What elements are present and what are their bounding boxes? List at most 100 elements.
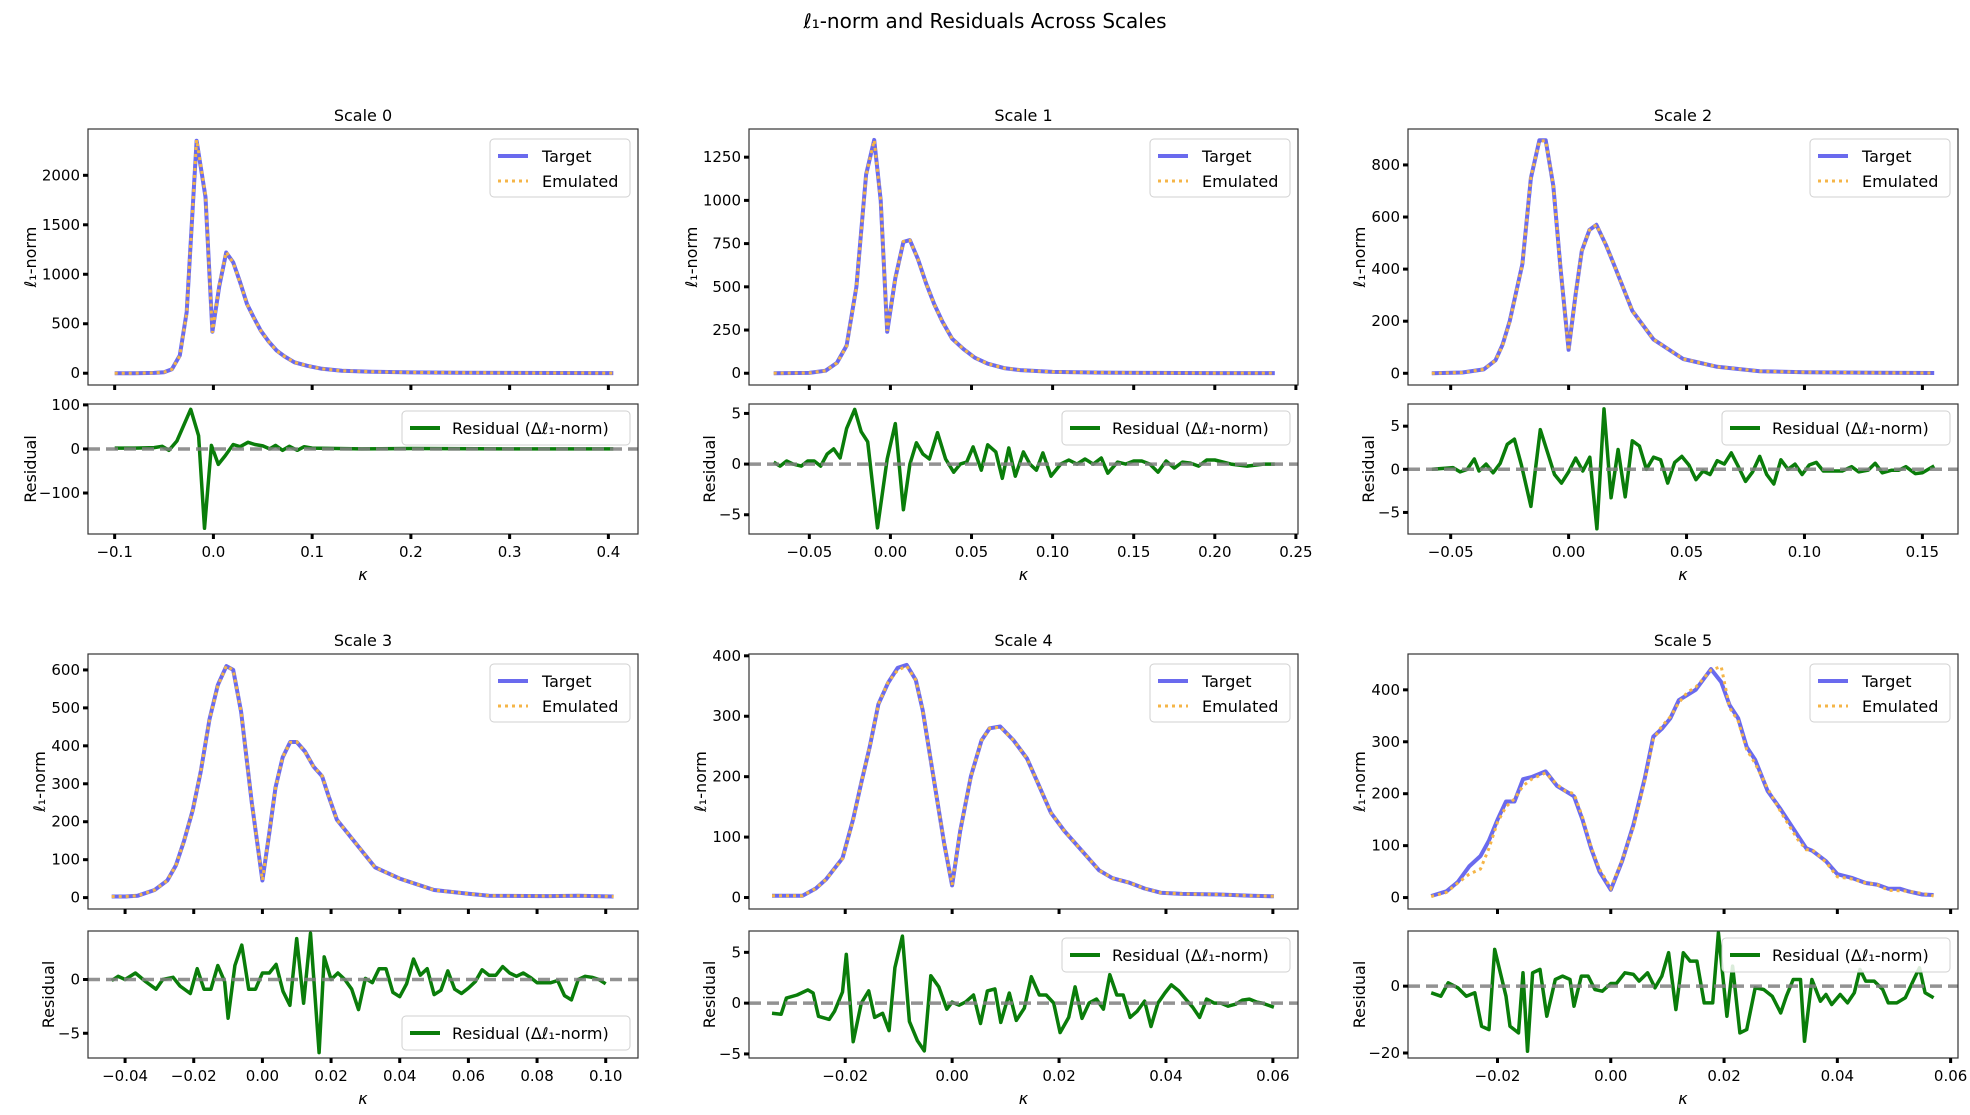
emulated-line — [114, 139, 614, 375]
legend-residual-label: Residual (Δℓ₁-norm) — [1112, 419, 1269, 438]
x-tick-label: 0.00 — [935, 1067, 968, 1085]
main-legend: Target Emulated — [489, 138, 631, 198]
x-tick-label: 0.3 — [498, 543, 522, 561]
legend-target-label: Target — [541, 147, 592, 166]
subplot-scale-0: Scale 0−0.1 0.0 0.1 0.2 0.3 0.405001000150020… — [21, 106, 639, 584]
y-tick-label: 0 — [1390, 889, 1400, 907]
y-tick-label: 0 — [70, 889, 80, 907]
residual-legend: Residual (Δℓ₁-norm) — [1721, 410, 1951, 446]
residual-y-tick-label: 5 — [731, 943, 741, 961]
x-tick-label: 0.00 — [1552, 543, 1585, 561]
main-legend: Target Emulated — [489, 663, 631, 723]
x-tick-label: 0.04 — [383, 1067, 416, 1085]
subplot-title: Scale 4 — [994, 631, 1052, 650]
residual-axes-frame — [87, 930, 639, 1059]
x-tick-label: 0.00 — [246, 1067, 279, 1085]
residual-axes-frame — [1407, 930, 1959, 1059]
legend-emulated-label: Emulated — [1202, 697, 1278, 716]
residual-y-tick-label: −5 — [58, 1024, 80, 1042]
x-tick-label: 0.04 — [1821, 1067, 1854, 1085]
x-tick-label: −0.05 — [1428, 543, 1474, 561]
y-tick-label: 100 — [712, 828, 741, 846]
residual-line — [1430, 930, 1935, 1054]
x-tick-label: 0.25 — [1279, 543, 1312, 561]
x-tick-label: 0.10 — [589, 1067, 622, 1085]
x-tick-label: 0.15 — [1117, 543, 1150, 561]
subplot-scale-2: Scale 2 −0.05 0.00 0.05 0.10 0.15 0 200 400 600 80… — [1350, 106, 1959, 584]
residual-y-tick-label: −5 — [719, 506, 741, 524]
main-legend: Target Emulated — [1809, 138, 1951, 198]
y-tick-label: 0 — [731, 364, 741, 382]
residual-legend: Residual (Δℓ₁-norm) — [1061, 937, 1291, 973]
legend-box — [1149, 663, 1291, 723]
x-tick-label: 0.06 — [1934, 1067, 1967, 1085]
legend-box — [401, 410, 631, 446]
legend-emulated-label: Emulated — [1862, 172, 1938, 191]
residual-y-tick-label: 0 — [70, 440, 80, 458]
x-tick-label: 0.06 — [452, 1067, 485, 1085]
y-tick-label: 200 — [1371, 785, 1400, 803]
main-axes-frame — [87, 128, 639, 386]
emulated-line — [111, 663, 614, 898]
legend-residual-label: Residual (Δℓ₁-norm) — [1772, 946, 1929, 965]
y-tick-label: 400 — [1371, 260, 1400, 278]
legend-emulated-label: Emulated — [542, 697, 618, 716]
y-tick-label: 300 — [1371, 733, 1400, 751]
x-tick-label: −0.1 — [96, 543, 132, 561]
x-tick-label: 0.08 — [520, 1067, 553, 1085]
legend-target-label: Target — [1201, 147, 1252, 166]
y-tick-label: 2000 — [42, 166, 80, 184]
y-tick-label: 200 — [1371, 312, 1400, 330]
residual-y-axis-label: Residual — [700, 961, 719, 1029]
residual-y-axis-label: Residual — [700, 435, 719, 503]
subplot-scale-1: Scale 1 −0.05 0.00 0.05 0.10 0.15 0.20 0.25 0 250… — [682, 106, 1313, 584]
residual-y-tick-label: 0 — [731, 994, 741, 1012]
figure-title: ℓ₁-norm and Residuals Across Scales — [802, 9, 1166, 33]
y-tick-label: 600 — [1371, 208, 1400, 226]
y-axis-label: ℓ₁-norm — [1350, 227, 1369, 289]
x-tick-label: 0.1 — [300, 543, 324, 561]
residual-legend: Residual (Δℓ₁-norm) — [1721, 937, 1951, 973]
residual-y-tick-label: −5 — [719, 1045, 741, 1063]
legend-box — [489, 663, 631, 723]
subplot-title: Scale 3 — [334, 631, 392, 650]
y-tick-label: 500 — [51, 315, 80, 333]
x-tick-label: −0.02 — [1475, 1067, 1521, 1085]
residual-line — [772, 407, 1275, 530]
legend-emulated-label: Emulated — [1202, 172, 1278, 191]
residual-axes-frame — [748, 403, 1299, 535]
x-tick-label: 0.20 — [1198, 543, 1231, 561]
legend-residual-label: Residual (Δℓ₁-norm) — [1112, 946, 1269, 965]
y-axis-label: ℓ₁-norm — [21, 227, 40, 289]
legend-box — [401, 1015, 631, 1051]
x-tick-label: 0.05 — [955, 543, 988, 561]
residual-y-axis-label: Residual — [39, 961, 58, 1029]
main-legend: Target Emulated — [1149, 138, 1291, 198]
residual-y-tick-label: 5 — [1390, 417, 1400, 435]
x-tick-label: −0.05 — [786, 543, 832, 561]
legend-residual-label: Residual (Δℓ₁-norm) — [1772, 419, 1929, 438]
residual-axes-frame — [748, 930, 1299, 1059]
y-tick-label: 100 — [1371, 837, 1400, 855]
y-tick-label: 800 — [1371, 156, 1400, 174]
subplot-title: Scale 1 — [994, 106, 1052, 125]
emulated-line — [1430, 664, 1934, 898]
residual-axes-frame — [87, 403, 639, 535]
subplot-title: Scale 5 — [1654, 631, 1712, 650]
x-axis-label: κ — [358, 1089, 368, 1108]
residual-y-tick-label: 0 — [1390, 460, 1400, 478]
x-tick-label: 0.10 — [1036, 543, 1069, 561]
y-tick-label: 0 — [70, 364, 80, 382]
x-tick-label: 0.02 — [1707, 1067, 1740, 1085]
x-tick-label: 0.10 — [1788, 543, 1821, 561]
residual-y-tick-label: 0 — [1390, 977, 1400, 995]
residual-legend: Residual (Δℓ₁-norm) — [401, 410, 631, 446]
main-axes-frame — [87, 653, 639, 910]
residual-y-axis-label: Residual — [1350, 961, 1369, 1029]
y-tick-label: 400 — [1371, 681, 1400, 699]
y-tick-label: 300 — [712, 707, 741, 725]
y-axis-label: ℓ₁-norm — [691, 751, 710, 813]
x-axis-label: κ — [1678, 1089, 1688, 1108]
y-axis-label: ℓ₁-norm — [30, 751, 49, 813]
legend-target-label: Target — [1861, 147, 1912, 166]
